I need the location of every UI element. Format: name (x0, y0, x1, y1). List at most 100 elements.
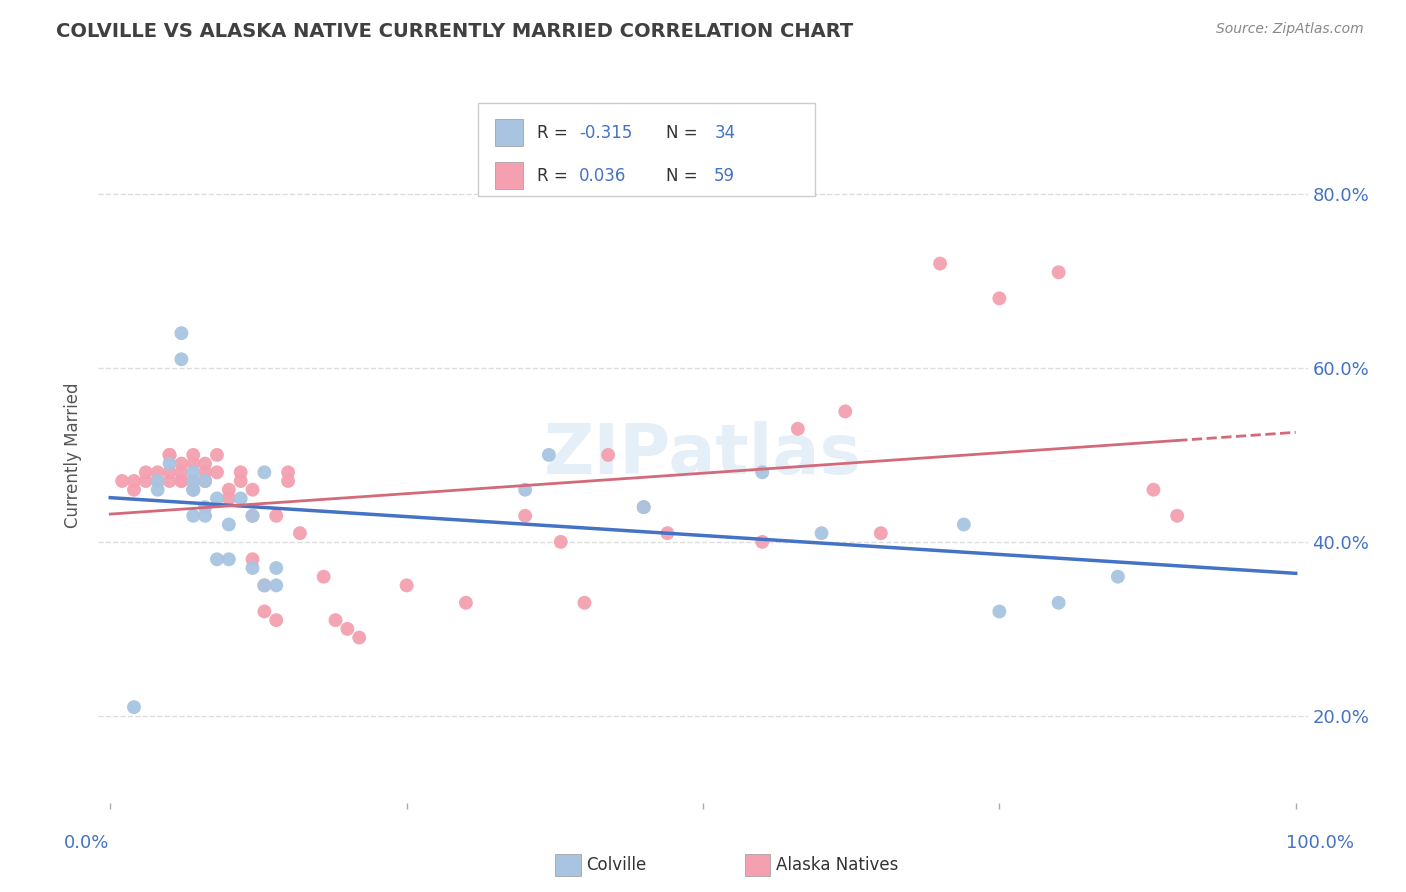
Text: COLVILLE VS ALASKA NATIVE CURRENTLY MARRIED CORRELATION CHART: COLVILLE VS ALASKA NATIVE CURRENTLY MARR… (56, 22, 853, 41)
Point (170, 352, 193, 367)
Text: 0.0%: 0.0% (63, 834, 110, 852)
Text: Source: ZipAtlas.com: Source: ZipAtlas.com (1216, 22, 1364, 37)
Text: Alaska Natives: Alaska Natives (776, 856, 898, 874)
Text: N =: N = (666, 124, 703, 142)
Point (181, 508, 204, 523)
Point (205, 552, 228, 566)
Point (264, 561, 287, 575)
Point (194, 474, 217, 488)
Point (454, 596, 477, 610)
Point (218, 552, 240, 566)
Point (988, 605, 1011, 619)
Point (810, 526, 832, 541)
Point (277, 474, 299, 488)
Text: R =: R = (537, 124, 574, 142)
Point (181, 474, 204, 488)
Point (264, 613, 287, 627)
Text: 34: 34 (714, 124, 735, 142)
Point (194, 457, 217, 471)
Point (170, 326, 193, 340)
Point (598, 448, 620, 462)
Point (181, 483, 204, 497)
Point (929, 257, 952, 271)
Point (205, 491, 228, 506)
Point (633, 500, 655, 514)
Point (574, 596, 596, 610)
Point (264, 508, 287, 523)
Point (194, 466, 217, 480)
Point (242, 552, 264, 566)
Text: 59: 59 (714, 167, 735, 185)
Point (111, 474, 134, 488)
Point (515, 508, 537, 523)
Point (122, 474, 145, 488)
Text: R =: R = (537, 167, 574, 185)
Point (159, 448, 181, 462)
Y-axis label: Currently Married: Currently Married (65, 382, 83, 528)
Point (146, 483, 169, 497)
Point (657, 526, 679, 541)
Point (194, 508, 217, 523)
Point (869, 526, 891, 541)
Point (159, 474, 181, 488)
Point (312, 570, 335, 584)
Point (633, 500, 655, 514)
Point (170, 466, 193, 480)
Point (122, 483, 145, 497)
Point (277, 466, 299, 480)
Point (159, 448, 181, 462)
Point (253, 578, 276, 592)
Point (218, 483, 240, 497)
Point (146, 466, 169, 480)
Point (751, 534, 773, 549)
Point (1142, 483, 1164, 497)
Point (159, 457, 181, 471)
Point (181, 457, 204, 471)
Point (336, 622, 359, 636)
Text: 100.0%: 100.0% (1285, 834, 1354, 852)
Point (218, 491, 240, 506)
Point (205, 448, 228, 462)
Point (242, 561, 264, 575)
Point (288, 526, 311, 541)
Point (159, 466, 181, 480)
Point (253, 466, 276, 480)
Point (395, 578, 418, 592)
Point (1047, 265, 1070, 279)
Point (181, 466, 204, 480)
Point (194, 500, 217, 514)
Point (834, 404, 856, 418)
Point (242, 508, 264, 523)
Point (1047, 596, 1070, 610)
Point (242, 508, 264, 523)
Point (218, 517, 240, 532)
Point (325, 613, 347, 627)
Point (229, 474, 252, 488)
Point (253, 605, 276, 619)
Text: -0.315: -0.315 (579, 124, 633, 142)
Point (146, 474, 169, 488)
Point (264, 578, 287, 592)
Text: Colville: Colville (586, 856, 647, 874)
Point (786, 422, 808, 436)
Point (537, 448, 560, 462)
Point (181, 483, 204, 497)
Point (170, 474, 193, 488)
Point (1166, 508, 1188, 523)
Text: ZIPatlas: ZIPatlas (544, 421, 862, 489)
Point (170, 474, 193, 488)
Point (122, 700, 145, 714)
Point (751, 466, 773, 480)
Point (515, 483, 537, 497)
Point (181, 483, 204, 497)
Point (242, 483, 264, 497)
Point (347, 631, 370, 645)
Point (229, 491, 252, 506)
Point (952, 517, 974, 532)
Point (253, 578, 276, 592)
Point (550, 534, 572, 549)
Point (135, 474, 157, 488)
Point (229, 466, 252, 480)
Point (181, 448, 204, 462)
Point (1107, 570, 1129, 584)
